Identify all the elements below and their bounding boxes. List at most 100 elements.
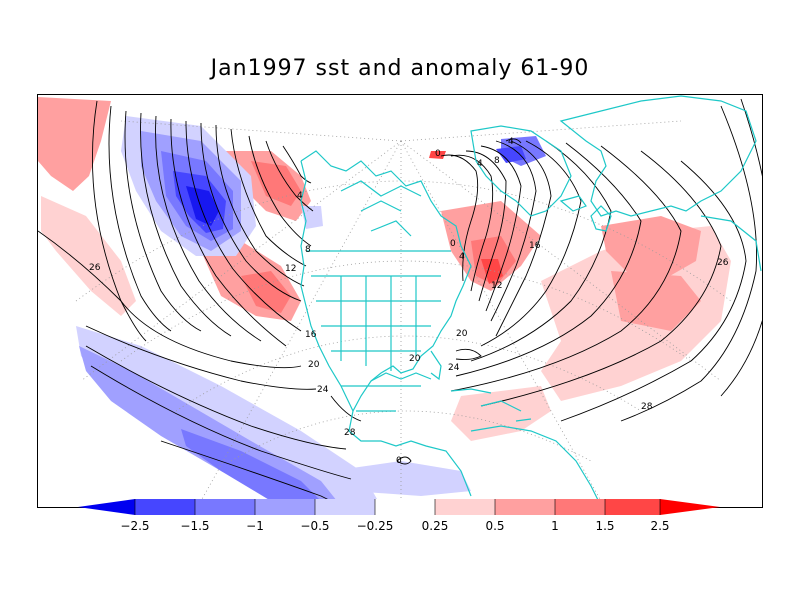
colorbar-label: −1.5 (180, 519, 209, 533)
colorbar-label: 0.25 (422, 519, 449, 533)
coastline-europe (559, 95, 757, 217)
colorbar-segment (135, 499, 195, 515)
coastline-arctic (340, 180, 422, 237)
anomaly-region (481, 259, 503, 284)
contour-line (265, 140, 314, 212)
us-state-borders (306, 250, 451, 371)
meridian-line (400, 120, 682, 142)
colorbar-label: 1.5 (595, 519, 614, 533)
coastline-south-america (470, 425, 602, 507)
colorbar-segment (435, 499, 495, 515)
anomaly-region (181, 429, 321, 501)
contour-line (480, 150, 722, 407)
anomaly-region (301, 206, 323, 229)
anomaly-region (451, 386, 551, 441)
sst-contours (38, 98, 762, 507)
contour-labels: 26 4 8 12 16 20 24 28 4 0 4 8 0 4 16 12 … (89, 137, 729, 466)
colorbar-labels: −2.5 −1.5 −1 −0.5 −0.25 0.25 0.5 1 1.5 2… (120, 519, 669, 533)
anomaly-region (76, 326, 381, 506)
contour-label: 0 (450, 239, 456, 249)
contour-line (124, 110, 202, 332)
latitude-circle (230, 410, 592, 462)
coastline-north-america (300, 150, 472, 497)
latitude-circle (120, 260, 692, 362)
colorbar-label: −1 (246, 519, 264, 533)
contour-label: 16 (529, 241, 541, 251)
anomaly-region (496, 146, 526, 163)
mexico-borders (341, 385, 421, 412)
anomaly-region (611, 271, 701, 331)
contour-line (85, 345, 347, 450)
coastlines (300, 95, 762, 507)
contour-line (465, 150, 507, 302)
colorbar-segment (375, 499, 435, 515)
anomaly-region (38, 97, 111, 191)
contour-line (85, 325, 317, 390)
contour-line (230, 128, 307, 267)
contour-label: 12 (285, 264, 296, 274)
coastline-west-coast (300, 160, 354, 412)
colorbar-label: −0.25 (357, 519, 394, 533)
contour-line (455, 348, 482, 361)
anomaly-colorbar: −2.5 −1.5 −1 −0.5 −0.25 0.25 0.5 1 1.5 2… (78, 499, 720, 533)
contour-label: 28 (641, 402, 653, 412)
anomaly-region (601, 216, 701, 281)
positive-anomaly-shading (38, 97, 731, 441)
anomaly-region (41, 196, 136, 316)
colorbar-label: 1 (551, 519, 559, 533)
colorbar-label: 0.5 (485, 519, 504, 533)
contour-label: 24 (317, 385, 329, 395)
colorbar-segment (195, 499, 255, 515)
contour-line (90, 365, 352, 480)
latitude-circle (175, 335, 642, 412)
contour-label: 8 (494, 156, 500, 166)
contour-line (140, 112, 232, 337)
contour-label: 0 (435, 149, 441, 159)
colorbar-segment (255, 499, 315, 515)
contour-label: 26 (717, 258, 729, 268)
contour-line (480, 140, 582, 347)
negative-anomaly-shading (76, 116, 546, 506)
contour-line (330, 395, 362, 422)
colorbar-segment (495, 499, 555, 515)
contour-line (170, 118, 287, 347)
sst-anomaly-map: 26 4 8 12 16 20 24 28 4 0 4 8 0 4 16 12 … (38, 95, 762, 507)
anomaly-region (331, 461, 471, 496)
anomaly-region (429, 151, 446, 159)
meridian-line (200, 140, 402, 502)
contour-label: 24 (448, 363, 460, 373)
contour-label: 28 (344, 428, 356, 438)
contour-line (505, 138, 522, 144)
colorbar-segment (605, 499, 660, 515)
contour-label: 4 (477, 159, 483, 169)
coastline-iceland (559, 195, 587, 212)
lat-lon-grid (75, 120, 732, 502)
contour-label: 26 (89, 263, 101, 273)
contour-line (470, 140, 612, 362)
anomaly-region (241, 271, 291, 313)
contour-label: 4 (459, 252, 465, 262)
colorbar-segment (315, 499, 375, 515)
contour-label: 20 (308, 360, 320, 370)
colorbar-label: −0.5 (300, 519, 329, 533)
coastline-florida (430, 350, 442, 381)
anomaly-region (186, 186, 219, 226)
contour-label: 4 (508, 137, 514, 147)
contour-label: 20 (456, 329, 468, 339)
contour-line (215, 124, 305, 287)
colorbar-min-arrow (78, 499, 135, 515)
meridian-line (400, 140, 722, 382)
contour-line (490, 140, 537, 322)
colorbar-label: 2.5 (650, 519, 669, 533)
contour-line (248, 135, 312, 247)
contour-label: 20 (409, 354, 421, 364)
contour-line (108, 105, 172, 332)
meridian-line (400, 140, 602, 502)
meridian-line (80, 140, 402, 382)
coastline-caribbean (450, 388, 532, 422)
coastline-uk (590, 205, 612, 232)
contour-line (450, 145, 682, 392)
contour-label: 4 (297, 191, 303, 201)
coastline-greenland (470, 125, 572, 217)
colorbar-segment (555, 499, 605, 515)
